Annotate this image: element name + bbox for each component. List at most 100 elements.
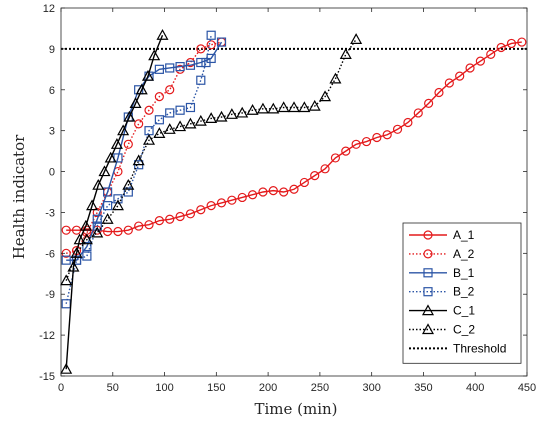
- data-point: [165, 63, 175, 73]
- data-point: [165, 85, 175, 95]
- data-point: [123, 110, 136, 122]
- data-point: [246, 103, 259, 115]
- data-point: [403, 117, 413, 128]
- data-point: [185, 209, 196, 219]
- data-point: [174, 120, 187, 132]
- data-point: [91, 226, 104, 238]
- data-point: [308, 99, 321, 111]
- data-point: [175, 62, 185, 72]
- data-point: [216, 198, 227, 208]
- data-point: [70, 247, 83, 258]
- legend-box: [402, 222, 522, 364]
- data-point: [143, 133, 156, 145]
- data-point: [339, 48, 352, 59]
- y-tick-label: -6: [45, 248, 55, 260]
- data-point: [175, 211, 185, 222]
- data-point: [79, 219, 92, 231]
- data-point: [113, 226, 123, 237]
- legend-item: A_1: [409, 228, 475, 242]
- data-point: [102, 201, 113, 211]
- data-point: [123, 225, 133, 235]
- x-tick-label: 200: [259, 382, 277, 394]
- data-point: [165, 214, 175, 224]
- legend-item: B_1: [409, 266, 475, 280]
- legend-item: C_2: [409, 323, 475, 337]
- y-tick-label: -15: [39, 371, 55, 383]
- data-point: [184, 117, 197, 129]
- data-point: [424, 98, 434, 109]
- data-point: [111, 199, 124, 211]
- legend-marker: [423, 249, 433, 259]
- data-point: [154, 115, 164, 125]
- data-point: [82, 251, 92, 261]
- data-point: [153, 127, 166, 138]
- data-point: [196, 205, 206, 215]
- data-point: [141, 69, 155, 81]
- legend-item: B_2: [409, 285, 475, 299]
- legend: A_1 A_2 B_1 B_2 C_1 C_2 Threshold: [402, 222, 522, 364]
- legend-label: Threshold: [453, 341, 506, 355]
- data-point: [135, 83, 148, 95]
- data-point: [225, 108, 238, 119]
- data-point: [227, 195, 237, 205]
- data-point: [256, 102, 269, 114]
- data-point: [123, 187, 133, 197]
- data-point: [134, 119, 144, 129]
- data-point: [104, 151, 117, 163]
- x-tick-label: 400: [466, 382, 484, 394]
- data-point: [289, 184, 299, 194]
- legend-marker: [423, 268, 433, 278]
- series-line: [66, 41, 223, 261]
- data-point: [392, 124, 403, 134]
- data-point: [299, 177, 309, 188]
- data-point: [156, 29, 169, 40]
- data-point: [310, 171, 320, 181]
- x-tick-label: 0: [58, 382, 64, 394]
- data-point: [185, 60, 196, 70]
- data-point: [117, 124, 130, 136]
- data-point: [215, 110, 228, 122]
- data-point: [258, 187, 268, 197]
- legend-marker: [421, 323, 435, 335]
- y-axis: -15 -12 -9 -6 -3 0 3 6 9 12: [39, 3, 527, 383]
- data-point: [372, 132, 382, 143]
- data-point: [330, 153, 341, 163]
- data-point: [86, 199, 99, 211]
- x-tick-label: 300: [362, 382, 380, 394]
- y-tick-label: 3: [49, 126, 55, 138]
- y-tick-label: -3: [45, 207, 55, 219]
- x-tick-label: 100: [155, 382, 173, 394]
- data-point: [148, 49, 161, 61]
- data-point: [61, 225, 71, 235]
- series-line: [65, 35, 212, 304]
- data-point: [382, 130, 392, 140]
- legend-label: C_1: [453, 304, 475, 318]
- x-axis: 0 50 100 150 200 250 300 350 400 450: [58, 8, 536, 394]
- series-line: [65, 34, 164, 370]
- y-tick-label: 12: [43, 3, 55, 15]
- legend-item: A_2: [409, 247, 475, 261]
- data-point: [113, 194, 123, 204]
- legend-label: C_2: [453, 323, 475, 337]
- data-point: [165, 108, 175, 118]
- data-point: [351, 139, 361, 149]
- legend-marker: [423, 230, 433, 240]
- data-point: [350, 33, 363, 44]
- data-point: [205, 112, 218, 124]
- legend-label: A_1: [453, 228, 475, 242]
- data-point: [144, 220, 154, 230]
- y-axis-label: Health indicator: [10, 134, 28, 259]
- data-point: [247, 190, 258, 200]
- x-tick-label: 50: [107, 382, 119, 394]
- data-point: [134, 221, 144, 231]
- data-point: [329, 72, 342, 84]
- data-point: [132, 154, 145, 166]
- data-point: [413, 108, 423, 118]
- series-line: [65, 38, 357, 281]
- data-point: [206, 40, 216, 50]
- data-point: [80, 233, 93, 245]
- data-point: [267, 102, 280, 114]
- data-point: [268, 186, 278, 196]
- data-point: [122, 178, 135, 190]
